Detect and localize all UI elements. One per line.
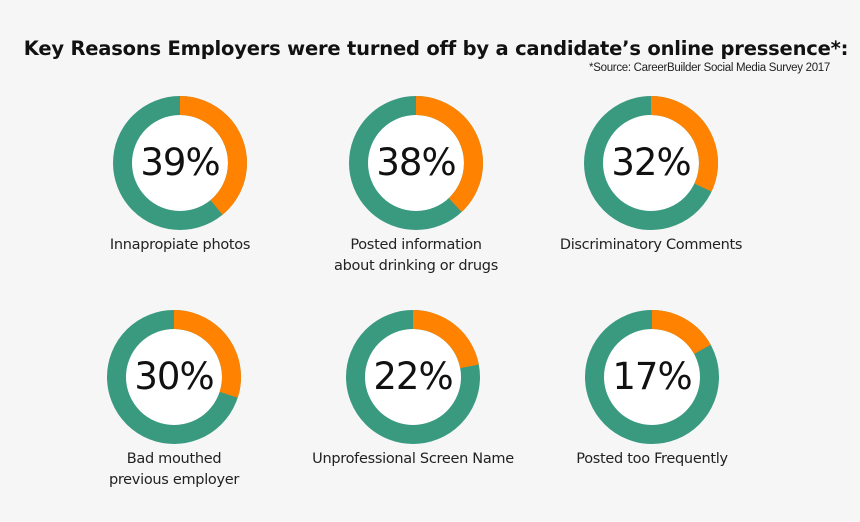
item-label: Posted information about drinking or dru… bbox=[296, 235, 536, 277]
donut-center bbox=[593, 105, 709, 221]
donut-item-posted-too-frequently: 17% Posted too Frequently bbox=[532, 310, 772, 470]
item-label: Posted too Frequently bbox=[532, 449, 772, 470]
donut-item-unprofessional-screen-name: 22% Unprofessional Screen Name bbox=[293, 310, 533, 470]
donut-ring bbox=[349, 96, 483, 230]
item-label: Unprofessional Screen Name bbox=[293, 449, 533, 470]
percent-value: 22% bbox=[373, 355, 453, 398]
donut-ring bbox=[346, 310, 480, 444]
donut-chart: 39% bbox=[113, 96, 247, 230]
source-note: *Source: CareerBuilder Social Media Surv… bbox=[589, 62, 830, 74]
donut-item-drinking-drugs: 38% Posted information about drinking or… bbox=[296, 96, 536, 277]
label-line: Discriminatory Comments bbox=[559, 237, 743, 253]
label-line: previous employer bbox=[108, 472, 240, 488]
donut-item-discriminatory-comments: 32% Discriminatory Comments bbox=[531, 96, 771, 256]
donut-center bbox=[358, 105, 474, 221]
chart-title: Key Reasons Employers were turned off by… bbox=[23, 37, 849, 60]
donut-item-bad-mouthed-employer: 30% Bad mouthed previous employer bbox=[54, 310, 294, 491]
donut-chart: 38% bbox=[349, 96, 483, 230]
label-line: Posted too Frequently bbox=[576, 451, 728, 467]
percent-value: 32% bbox=[611, 141, 691, 184]
donut-value-arc bbox=[585, 310, 719, 444]
label-line: about drinking or drugs bbox=[334, 258, 498, 274]
donut-chart: 32% bbox=[584, 96, 718, 230]
donut-value-arc bbox=[113, 96, 247, 230]
percent-value: 30% bbox=[134, 355, 214, 398]
donut-center bbox=[122, 105, 238, 221]
donut-ring bbox=[107, 310, 241, 444]
donut-chart: 17% bbox=[585, 310, 719, 444]
item-label: Innapropiate photos bbox=[60, 235, 300, 256]
label-line: Unprofessional Screen Name bbox=[312, 451, 514, 467]
donut-center bbox=[355, 319, 471, 435]
donut-chart: 30% bbox=[107, 310, 241, 444]
percent-value: 38% bbox=[376, 141, 456, 184]
donut-chart: 22% bbox=[346, 310, 480, 444]
donut-value-arc bbox=[349, 96, 483, 230]
donut-value-arc bbox=[346, 310, 480, 444]
item-label: Bad mouthed previous employer bbox=[54, 449, 294, 491]
donut-value-arc bbox=[584, 96, 718, 230]
donut-value-arc bbox=[107, 310, 241, 444]
percent-value: 39% bbox=[140, 141, 220, 184]
item-label: Discriminatory Comments bbox=[531, 235, 771, 256]
label-line: Bad mouthed bbox=[126, 451, 222, 467]
donut-ring bbox=[113, 96, 247, 230]
percent-value: 17% bbox=[612, 355, 692, 398]
donut-item-inappropriate-photos: 39% Innapropiate photos bbox=[60, 96, 300, 256]
donut-center bbox=[594, 319, 710, 435]
donut-ring bbox=[585, 310, 719, 444]
label-line: Innapropiate photos bbox=[109, 237, 251, 253]
label-line: Posted information bbox=[350, 237, 482, 253]
donut-ring bbox=[584, 96, 718, 230]
donut-center bbox=[116, 319, 232, 435]
